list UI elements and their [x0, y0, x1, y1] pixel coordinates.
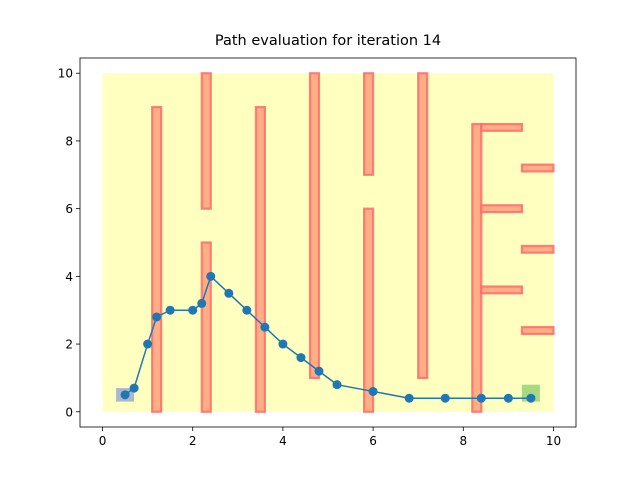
path-point-10: [260, 322, 270, 332]
y-tick-label-6: 6: [65, 202, 73, 216]
obstacle-10: [480, 204, 523, 214]
path-point-0: [120, 390, 130, 400]
path-point-12: [296, 353, 306, 363]
path-point-1: [129, 383, 139, 393]
x-tick-label-0: 0: [99, 434, 107, 448]
x-tick-label-10: 10: [546, 434, 561, 448]
path-point-7: [206, 271, 216, 281]
path-point-11: [278, 339, 288, 349]
path-point-19: [503, 393, 513, 403]
obstacle-14: [520, 326, 555, 336]
obstacle-13: [520, 244, 555, 254]
axes-layer: 0 2 4 6 8 10 0 2 4 6 8 10: [58, 57, 577, 448]
obstacle-0: [151, 105, 163, 413]
obstacle-4: [308, 72, 321, 380]
path-point-15: [368, 386, 378, 396]
obstacle-6: [362, 207, 375, 413]
path-point-5: [188, 305, 198, 315]
obstacle-1: [200, 72, 212, 210]
y-tick-label-8: 8: [65, 134, 73, 148]
path-point-14: [332, 380, 342, 390]
path-point-18: [476, 393, 486, 403]
obstacle-2: [200, 241, 212, 413]
path-point-3: [152, 312, 162, 322]
path-point-17: [440, 393, 450, 403]
y-tick-label-0: 0: [65, 405, 73, 419]
y-tick-label-4: 4: [65, 270, 73, 284]
x-tick-label-6: 6: [369, 434, 377, 448]
x-tick-label-8: 8: [459, 434, 467, 448]
path-point-20: [526, 393, 536, 403]
x-tick-label-2: 2: [189, 434, 197, 448]
y-tick-label-10: 10: [58, 67, 73, 81]
path-point-9: [242, 305, 252, 315]
background-layer: [102, 72, 555, 413]
x-tick-label-4: 4: [279, 434, 287, 448]
obstacle-12: [520, 163, 555, 173]
obstacle-5: [362, 72, 375, 176]
path-point-16: [404, 393, 414, 403]
path-point-6: [197, 298, 207, 308]
goal-region: [521, 384, 540, 402]
path-point-13: [314, 366, 324, 376]
path-point-8: [224, 288, 234, 298]
path-point-4: [165, 305, 175, 315]
path-point-2: [143, 339, 153, 349]
y-tick-label-2: 2: [65, 338, 73, 352]
obstacle-7: [417, 72, 429, 380]
marks-layer: [120, 271, 536, 403]
chart-title: Path evaluation for iteration 14: [214, 33, 442, 49]
obstacle-9: [480, 122, 523, 132]
axes-frame: [79, 57, 577, 428]
obstacle-11: [480, 285, 523, 295]
obstacle-8: [471, 122, 483, 413]
obstacle-3: [254, 105, 266, 413]
